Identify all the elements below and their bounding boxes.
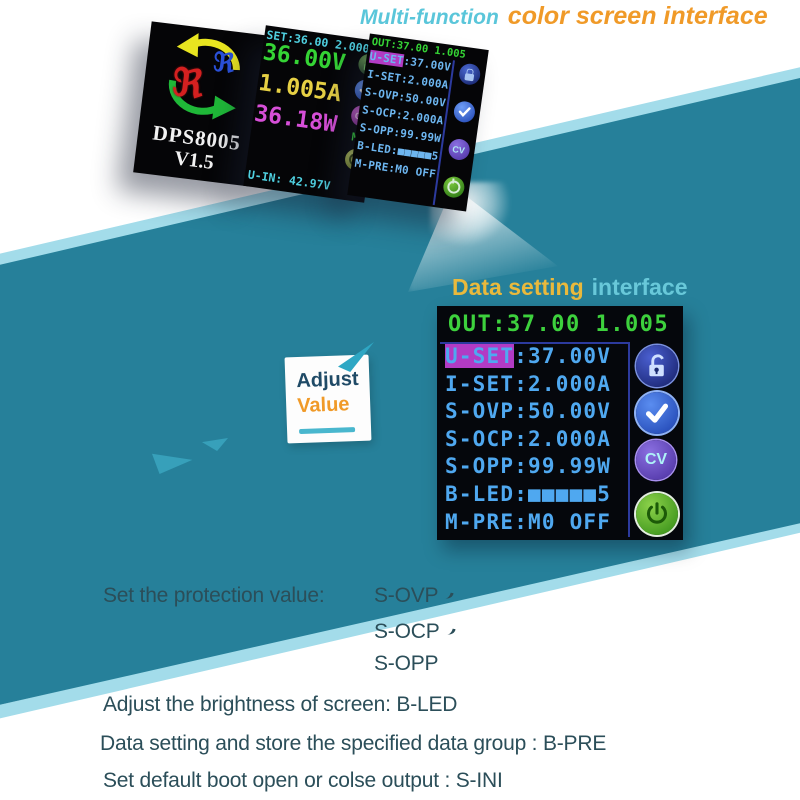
page-title: Multi-function color screen interface: [360, 2, 768, 31]
divider: [440, 342, 628, 344]
setting-row-mpre: M-PRE:M0 OFF: [445, 510, 612, 534]
check-icon: [452, 99, 476, 124]
power-button-icon: [441, 175, 466, 199]
caption-protection-item-1: S-OVP: [374, 584, 451, 608]
section-label: Data setting interface: [452, 274, 688, 301]
setting-row-sovp: S-OVP:50.00V: [445, 399, 612, 423]
confirm-check-icon: [636, 392, 678, 434]
caption-data-group: Data setting and store the specified dat…: [100, 732, 607, 755]
input-voltage-readout: U-IN: 42.97V: [246, 167, 332, 193]
callout-word-adjust: Adjust: [295, 367, 359, 393]
enumeration-comma-icon: [443, 590, 451, 602]
device-screen-dataset: OUT:37.00 1.005 U-SET:37.00V I-SET:2.000…: [347, 33, 489, 212]
device-screen-logo: ℜ ℜ DPS8005 V1.5: [133, 21, 269, 187]
screen-button-column: CV: [633, 344, 681, 538]
setting-row-bled: B-LED:■■■■■5: [445, 482, 612, 506]
adjust-value-callout: Adjust Value: [284, 354, 372, 444]
setting-rows: U-SET:37.00V I-SET:2.000A S-OVP:50.00V S…: [353, 49, 452, 186]
enumeration-comma-icon: [445, 626, 453, 638]
title-part-blue: Multi-function: [360, 6, 499, 29]
callout-word-value: Value: [296, 393, 350, 418]
cv-mode-icon: CV: [636, 440, 676, 480]
caption-boot-output: Set default boot open or colse output : …: [103, 769, 503, 792]
setting-row-iset: I-SET:2.000A: [445, 372, 612, 396]
section-label-gold: Data setting: [452, 274, 584, 300]
setting-row-sopp: S-OPP:99.99W: [445, 454, 612, 478]
out-header: OUT:37.00 1.005: [448, 312, 670, 337]
power-button-icon: [636, 493, 678, 535]
section-label-cyan: interface: [591, 274, 688, 300]
lock-icon: [457, 62, 482, 87]
setting-row-socp: S-OCP:2.000A: [445, 427, 612, 451]
brand-logo: ℜ ℜ: [154, 27, 255, 129]
power-readout: 36.18W: [252, 100, 339, 139]
data-setting-screen: OUT:37.00 1.005 U-SET:37.00V I-SET:2.000…: [437, 306, 683, 540]
caption-protection-item-2: S-OCP: [374, 620, 453, 644]
caption-brightness: Adjust the brightness of screen: B-LED: [103, 693, 458, 716]
logo-letter-blue: ℜ: [211, 47, 237, 80]
caption-protection-item-3: S-OPP: [374, 652, 439, 675]
setting-row-uset: U-SET:37.00V: [445, 344, 612, 368]
callout-underline: [299, 427, 356, 435]
caption-protection: Set the protection value:: [103, 584, 325, 607]
divider: [628, 342, 630, 537]
cv-mode-icon: CV: [446, 137, 471, 162]
unlock-icon: [636, 345, 678, 387]
circular-arrows-icon: [168, 33, 240, 120]
title-part-orange: color screen interface: [507, 2, 768, 30]
logo-letter-red: ℜ: [169, 58, 207, 107]
